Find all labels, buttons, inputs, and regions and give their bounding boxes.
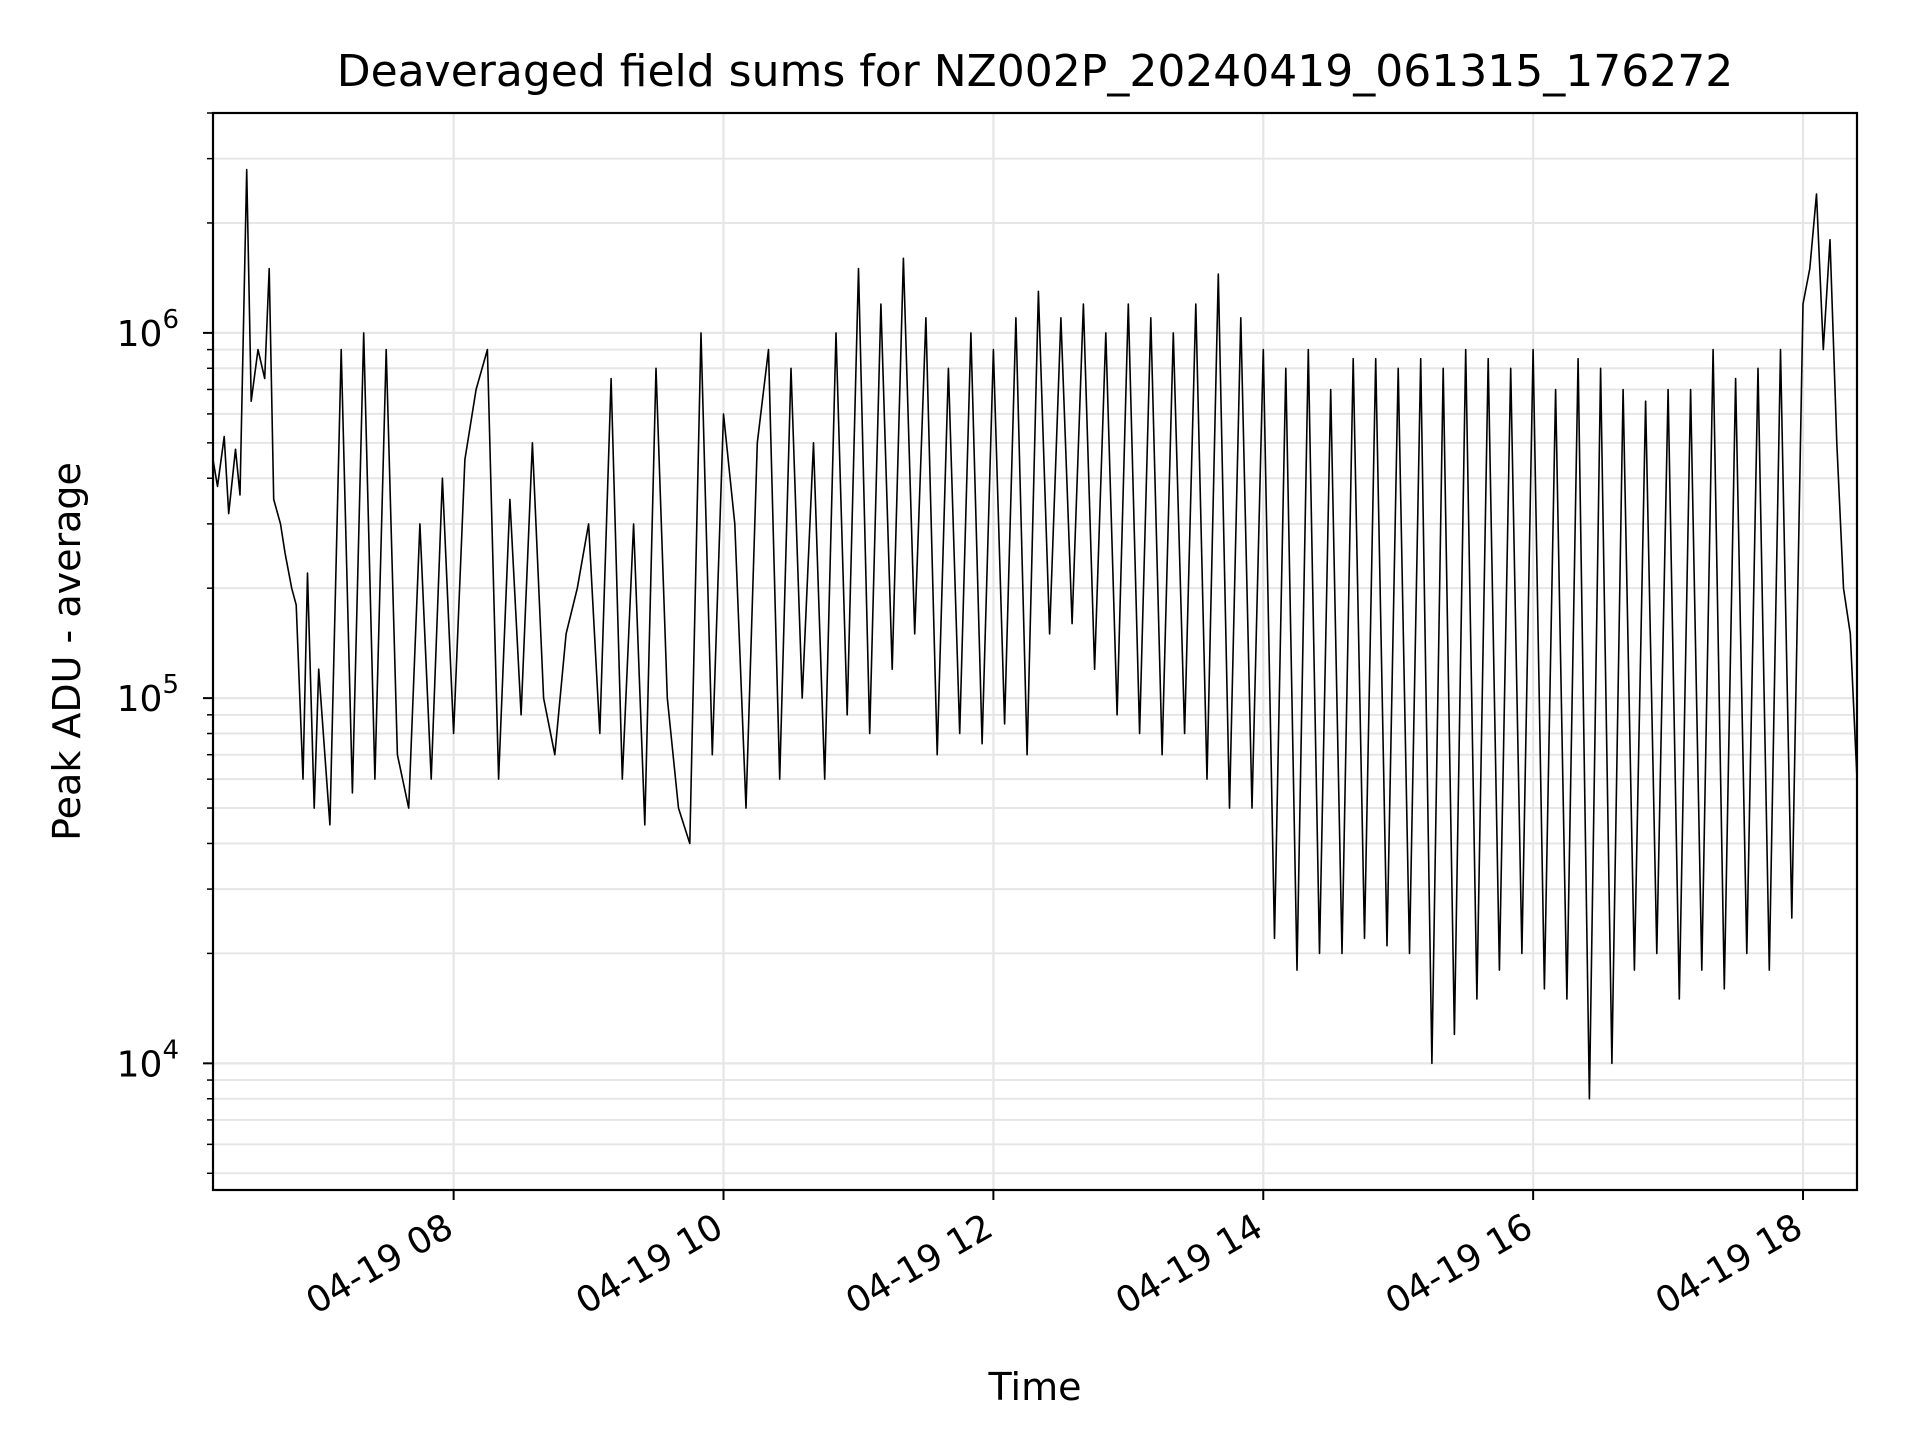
y-tick-label: 104 [117,1035,179,1085]
y-tick-label: 105 [117,670,179,720]
grid-layer [213,112,1857,1190]
series-layer [213,168,1857,1100]
y-tick-label-base: 10 [117,1044,163,1085]
y-tick-label-base: 10 [117,679,163,720]
y-tick-label-base: 10 [117,314,163,355]
y-tick-label-exponent: 4 [162,1035,179,1065]
x-axis-label: Time [988,1365,1082,1409]
y-axis-label: Peak ADU - average [45,462,89,841]
y-tick-label-exponent: 6 [162,305,179,335]
plot-area-frame [211,111,1859,1192]
chart-title: Deaveraged field sums for NZ002P_2024041… [337,46,1733,97]
y-tick-label-exponent: 5 [162,670,179,700]
y-tick-label: 106 [117,305,179,355]
data-series-line [213,168,1857,1100]
